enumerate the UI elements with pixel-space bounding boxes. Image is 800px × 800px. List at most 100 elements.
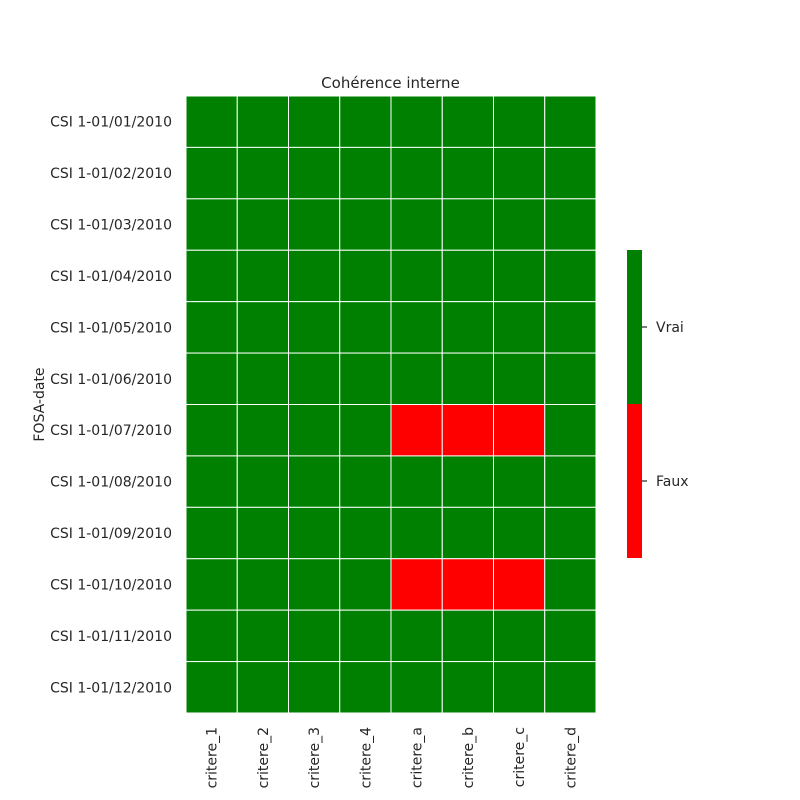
column-tick-label: critere_d — [563, 727, 579, 788]
heatmap-cell — [339, 455, 392, 508]
heatmap-cell — [493, 95, 546, 148]
heatmap-cell — [185, 455, 238, 508]
heatmap-cell — [185, 609, 238, 663]
heatmap-cell — [288, 661, 341, 714]
heatmap-cell — [544, 455, 597, 508]
heatmap-cell — [390, 558, 443, 611]
row-tick-label: CSI 1-01/09/2010 — [50, 526, 172, 542]
heatmap-cell — [236, 506, 289, 560]
y-axis-label: FOSA-date — [32, 367, 48, 441]
colorbar-label-faux: Faux — [656, 474, 689, 490]
colorbar-legend: Vrai Faux — [627, 250, 689, 558]
heatmap-cell — [236, 198, 289, 251]
heatmap-cell — [236, 352, 289, 406]
heatmap-cell — [185, 352, 238, 406]
row-tick-label: CSI 1-01/11/2010 — [50, 629, 172, 645]
heatmap-cell — [441, 609, 494, 663]
colorbar-label-vrai: Vrai — [656, 320, 684, 336]
heatmap-cell — [390, 661, 443, 714]
column-tick-label: critere_4 — [358, 727, 374, 789]
chart-title: Cohérence interne — [321, 74, 460, 92]
heatmap-cell — [339, 506, 392, 560]
heatmap-cell — [441, 249, 494, 303]
heatmap-cell — [185, 558, 238, 611]
heatmap-cell — [236, 404, 289, 457]
heatmap-cell — [493, 455, 546, 508]
heatmap-cell — [185, 95, 238, 148]
heatmap-cell — [441, 95, 494, 148]
row-tick-label: CSI 1-01/06/2010 — [50, 372, 172, 388]
heatmap-cell — [493, 352, 546, 406]
heatmap-cell — [544, 198, 597, 251]
heatmap-cell — [236, 558, 289, 611]
heatmap-cell — [339, 146, 392, 200]
heatmap-cell — [390, 609, 443, 663]
heatmap-cell — [390, 146, 443, 200]
heatmap-cell — [288, 198, 341, 251]
heatmap-cell — [441, 558, 494, 611]
heatmap-cell — [441, 146, 494, 200]
heatmap-cell — [339, 352, 392, 406]
heatmap-cell — [544, 558, 597, 611]
row-tick-label: CSI 1-01/05/2010 — [50, 320, 172, 336]
row-tick-label: CSI 1-01/04/2010 — [50, 269, 172, 285]
heatmap-cell — [236, 301, 289, 354]
heatmap-cell — [288, 455, 341, 508]
row-tick-label: CSI 1-01/07/2010 — [50, 423, 172, 439]
heatmap-cell — [544, 249, 597, 303]
heatmap-cell — [185, 198, 238, 251]
heatmap-cell — [288, 146, 341, 200]
heatmap-cell — [185, 301, 238, 354]
heatmap-cell — [544, 661, 597, 714]
row-tick-label: CSI 1-01/02/2010 — [50, 166, 172, 182]
heatmap-cell — [390, 352, 443, 406]
row-tick-label: CSI 1-01/03/2010 — [50, 218, 172, 234]
heatmap-cell — [288, 301, 341, 354]
heatmap-cell — [288, 506, 341, 560]
heatmap-cell — [288, 249, 341, 303]
column-tick-label: critere_c — [512, 727, 528, 787]
heatmap-cell — [390, 455, 443, 508]
heatmap-cell — [441, 198, 494, 251]
heatmap-cell — [236, 455, 289, 508]
heatmap-cell — [493, 404, 546, 457]
heatmap-cell — [544, 301, 597, 354]
heatmap-cell — [544, 146, 597, 200]
row-labels: CSI 1-01/01/2010 CSI 1-01/02/2010 CSI 1-01… — [50, 115, 172, 697]
heatmap-cell — [339, 661, 392, 714]
heatmap-cell — [185, 506, 238, 560]
heatmap-cell — [493, 146, 546, 200]
row-tick-label: CSI 1-01/01/2010 — [50, 115, 172, 131]
heatmap-cell — [288, 404, 341, 457]
column-labels: critere_1 critere_2 critere_3 critere_4 crit… — [205, 727, 580, 789]
heatmap-cell — [185, 146, 238, 200]
heatmap-cell — [185, 249, 238, 303]
heatmap-cell — [236, 146, 289, 200]
heatmap-cell — [339, 558, 392, 611]
colorbar-segment-faux — [627, 404, 642, 558]
heatmap-cell — [544, 506, 597, 560]
heatmap-cell — [390, 301, 443, 354]
heatmap-cell — [390, 404, 443, 457]
heatmap-cell — [390, 198, 443, 251]
heatmap-cell — [185, 404, 238, 457]
heatmap-cell — [544, 609, 597, 663]
heatmap-cell — [544, 95, 597, 148]
heatmap-cell — [493, 558, 546, 611]
column-tick-label: critere_a — [410, 727, 426, 788]
heatmap-cell — [493, 661, 546, 714]
heatmap-cell — [236, 95, 289, 148]
column-tick-label: critere_1 — [205, 727, 221, 788]
heatmap-cell — [493, 198, 546, 251]
heatmap-cell — [339, 301, 392, 354]
heatmap-cell — [339, 249, 392, 303]
heatmap-cell — [544, 352, 597, 406]
heatmap-cell — [441, 661, 494, 714]
heatmap-cell — [288, 609, 341, 663]
heatmap-cell — [544, 404, 597, 457]
colorbar-segment-vrai — [627, 250, 642, 404]
heatmap-cell — [288, 95, 341, 148]
row-tick-label: CSI 1-01/10/2010 — [50, 577, 172, 593]
heatmap-cell — [236, 249, 289, 303]
